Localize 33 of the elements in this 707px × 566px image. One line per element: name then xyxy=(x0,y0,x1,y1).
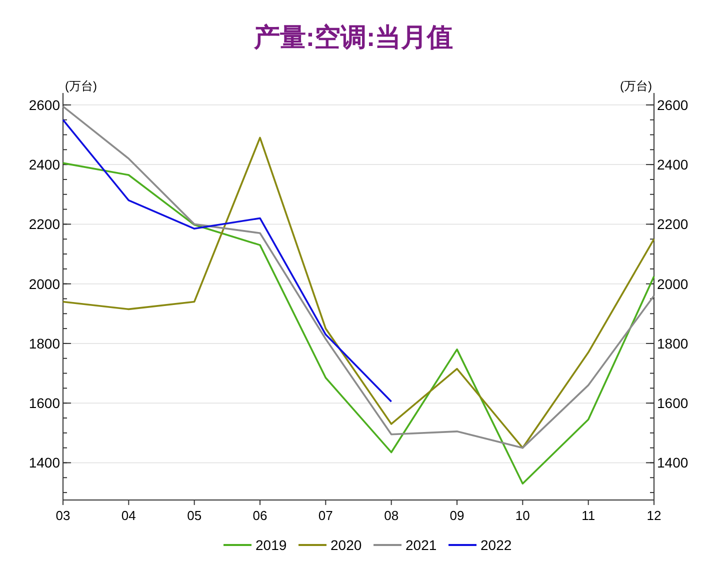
y2-tick-label: 1400 xyxy=(657,454,688,471)
x-tick-label: 06 xyxy=(252,508,268,523)
legend-label: 2019 xyxy=(256,537,287,553)
x-tick-label: 04 xyxy=(121,508,136,523)
y2-tick-label: 2200 xyxy=(657,216,688,232)
y2-tick-label: 2600 xyxy=(657,96,688,113)
chart-title: 产量:空调:当月值 xyxy=(252,22,454,52)
y-tick-label: 1600 xyxy=(28,395,60,412)
x-tick-label: 11 xyxy=(582,508,596,523)
y2-tick-label: 1600 xyxy=(657,395,688,412)
x-tick-label: 10 xyxy=(515,508,530,523)
line-series xyxy=(62,118,392,403)
y-tick-label: 2400 xyxy=(28,156,60,173)
x-tick-label: 07 xyxy=(318,508,333,523)
line-series xyxy=(62,162,655,484)
y-tick-label: 1800 xyxy=(28,335,60,352)
legend-label: 2021 xyxy=(406,537,437,553)
y2-axis-title: (万台) xyxy=(620,79,652,93)
y-tick-label: 2200 xyxy=(28,216,60,232)
x-tick-label: 05 xyxy=(187,508,202,523)
x-tick-label: 09 xyxy=(450,508,464,523)
y-tick-label: 2000 xyxy=(28,276,60,292)
y2-tick-label: 1800 xyxy=(657,335,688,352)
legend-label: 2020 xyxy=(330,537,362,553)
x-tick-label: 08 xyxy=(384,508,399,523)
y-tick-label: 1400 xyxy=(28,454,60,471)
legend-label: 2022 xyxy=(480,537,512,553)
y-axis-title: (万台) xyxy=(65,79,97,93)
x-tick-label: 03 xyxy=(56,508,70,523)
y-tick-label: 2600 xyxy=(28,96,60,113)
x-tick-label: 12 xyxy=(646,508,662,523)
y2-tick-label: 2400 xyxy=(657,156,688,173)
y2-tick-label: 2000 xyxy=(657,276,688,292)
